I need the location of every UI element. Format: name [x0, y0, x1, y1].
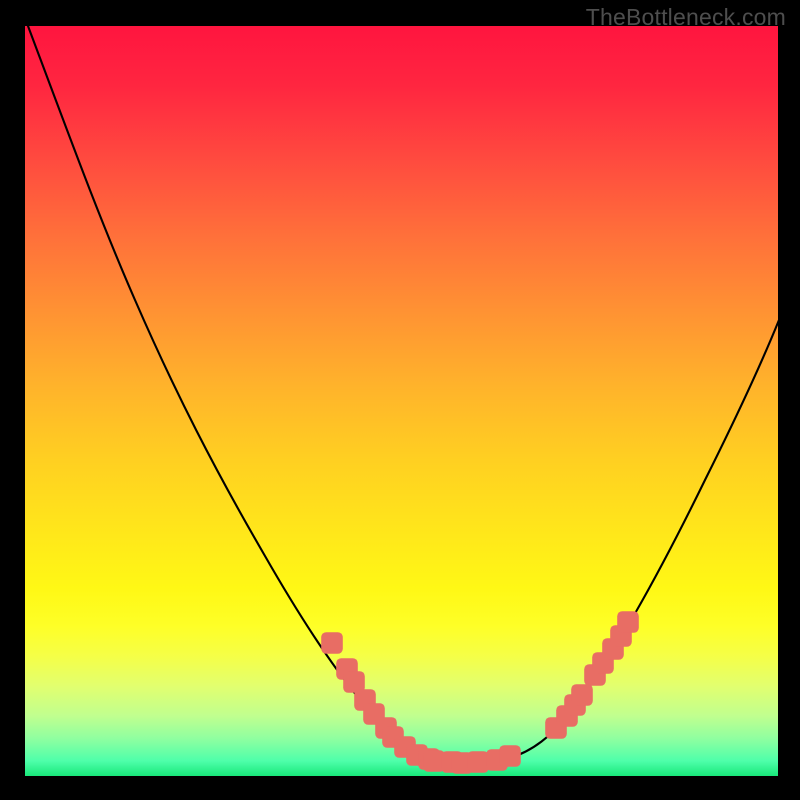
- data-point: [499, 745, 521, 767]
- data-point: [467, 751, 489, 773]
- bottleneck-chart-svg: [0, 0, 800, 800]
- data-point: [571, 684, 593, 706]
- data-point: [321, 632, 343, 654]
- data-point: [617, 611, 639, 633]
- plot-background: [25, 26, 778, 776]
- chart-frame: TheBottleneck.com: [0, 0, 800, 800]
- watermark-text: TheBottleneck.com: [586, 4, 786, 31]
